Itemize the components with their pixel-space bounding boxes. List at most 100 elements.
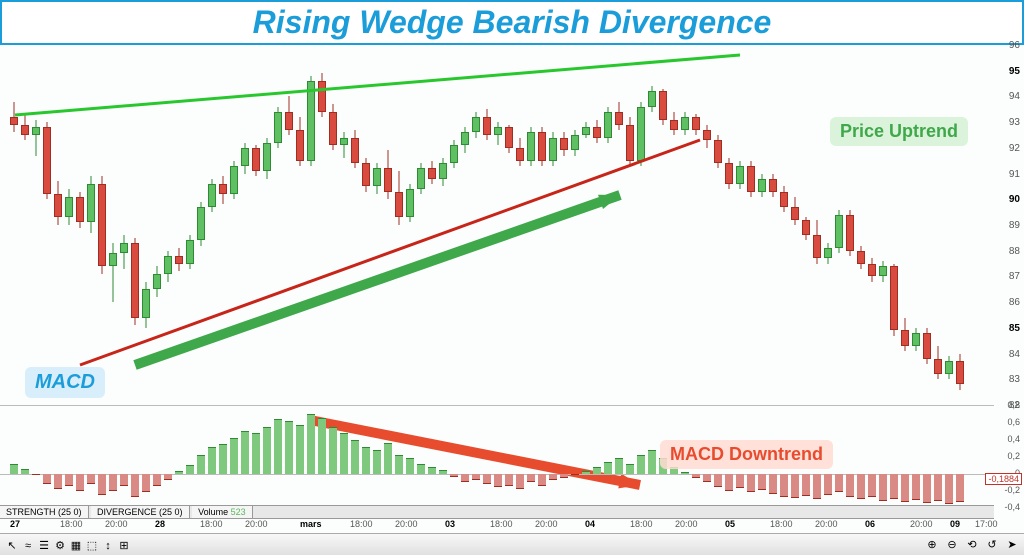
candle (395, 45, 403, 405)
title-bar: Rising Wedge Bearish Divergence (0, 0, 1024, 45)
candle (252, 45, 260, 405)
macd-bar (879, 474, 887, 501)
time-tick: 18:00 (490, 519, 513, 529)
candle (230, 45, 238, 405)
divergence-indicator[interactable]: DIVERGENCE (25 0) (91, 506, 190, 518)
candle (76, 45, 84, 405)
candle (175, 45, 183, 405)
macd-bar (450, 474, 458, 477)
macd-bar (780, 474, 788, 497)
candle (153, 45, 161, 405)
macd-bar (384, 443, 392, 473)
toolbar-zoom-icon[interactable]: ⊖ (944, 537, 960, 553)
candle (582, 45, 590, 405)
macd-bar (109, 474, 117, 491)
macd-current-value: -0,1884 (985, 473, 1022, 485)
macd-bar (637, 455, 645, 474)
time-tick: 20:00 (675, 519, 698, 529)
candle (945, 45, 953, 405)
macd-bar (494, 474, 502, 488)
macd-bar (131, 474, 139, 498)
time-tick: mars (300, 519, 322, 529)
volume-indicator[interactable]: Volume 523 (192, 506, 253, 518)
macd-bar (120, 474, 128, 487)
macd-tick: 0,2 (1007, 451, 1020, 461)
macd-bar (98, 474, 106, 495)
price-tick: 94 (1009, 91, 1020, 102)
candle (604, 45, 612, 405)
strength-indicator[interactable]: STRENGTH (25 0) (0, 506, 89, 518)
macd-tick: 0,4 (1007, 434, 1020, 444)
candle (32, 45, 40, 405)
toolbar-icon[interactable]: ▦ (68, 537, 84, 553)
macd-bar (747, 474, 755, 493)
macd-bar (527, 474, 535, 482)
candle (956, 45, 964, 405)
macd-bar (32, 474, 40, 476)
candle (109, 45, 117, 405)
candle (131, 45, 139, 405)
candle (890, 45, 898, 405)
toolbar-zoom-icon[interactable]: ➤ (1004, 537, 1020, 553)
toolbar-icon[interactable]: ⚙ (52, 537, 68, 553)
macd-bar (285, 421, 293, 473)
toolbar-icon[interactable]: ⊞ (116, 537, 132, 553)
candle (857, 45, 865, 405)
candle (318, 45, 326, 405)
time-tick: 18:00 (60, 519, 83, 529)
price-tick: 96 (1009, 40, 1020, 51)
candle (549, 45, 557, 405)
macd-bar (296, 425, 304, 474)
time-tick: 18:00 (770, 519, 793, 529)
toolbar-zoom-icon[interactable]: ⟲ (964, 537, 980, 553)
price-tick: 89 (1009, 220, 1020, 231)
macd-bar (461, 474, 469, 482)
candle (593, 45, 601, 405)
macd-tick: -0,4 (1004, 502, 1020, 512)
toolbar-zoom-icon[interactable]: ↺ (984, 537, 1000, 553)
time-tick: 20:00 (815, 519, 838, 529)
candle (692, 45, 700, 405)
toolbar-icon[interactable]: ⬚ (84, 537, 100, 553)
macd-bar (219, 444, 227, 474)
time-tick: 18:00 (200, 519, 223, 529)
macd-bar (417, 464, 425, 474)
macd-bar (802, 474, 810, 496)
macd-bar (142, 474, 150, 493)
candle (736, 45, 744, 405)
macd-bar (54, 474, 62, 489)
price-tick: 88 (1009, 246, 1020, 257)
candle (87, 45, 95, 405)
macd-bar (615, 458, 623, 473)
macd-bar (901, 474, 909, 503)
macd-bar (582, 471, 590, 474)
candle (241, 45, 249, 405)
macd-bar (714, 474, 722, 488)
toolbar-zoom-icon[interactable]: ⊕ (924, 537, 940, 553)
macd-bar (307, 414, 315, 473)
candle (54, 45, 62, 405)
time-tick: 20:00 (245, 519, 268, 529)
toolbar-icon[interactable]: ☰ (36, 537, 52, 553)
toolbar-icon[interactable]: ↖ (4, 537, 20, 553)
candle (813, 45, 821, 405)
macd-bar (373, 450, 381, 474)
toolbar-icon[interactable]: ↕ (100, 538, 116, 554)
price-tick: 92 (1009, 143, 1020, 154)
candle (219, 45, 227, 405)
macd-bar (549, 474, 557, 481)
toolbar-icon[interactable]: ≈ (20, 538, 36, 554)
price-tick: 86 (1009, 297, 1020, 308)
macd-bar (439, 470, 447, 473)
macd-bar (318, 418, 326, 474)
candle (835, 45, 843, 405)
price-tick: 87 (1009, 271, 1020, 282)
macd-bar (252, 433, 260, 474)
macd-bar (164, 474, 172, 481)
candle (791, 45, 799, 405)
candle (263, 45, 271, 405)
macd-bar (758, 474, 766, 490)
candle (626, 45, 634, 405)
macd-bar (769, 474, 777, 494)
macd-bar (868, 474, 876, 498)
